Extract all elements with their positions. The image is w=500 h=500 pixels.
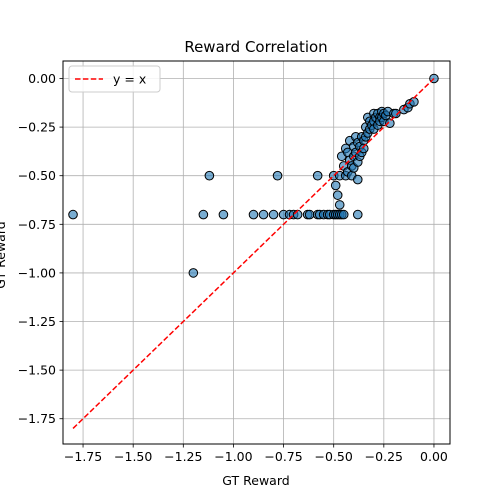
y-tick-label: −1.25: [18, 314, 56, 329]
x-axis-title: GT Reward: [222, 473, 289, 488]
y-tick-label: −0.50: [18, 168, 56, 183]
y-tick-label: 0.00: [28, 71, 56, 86]
y-tick-label: −1.75: [18, 411, 56, 426]
y-tick-label: −1.50: [18, 363, 56, 378]
y-axis-ticks: 0.00 −0.25 −0.50 −0.75 −1.00 −1.25 −1.50 −1.75: [18, 71, 63, 426]
x-tick-label: −0.50: [315, 449, 353, 464]
y-tick-label: −0.25: [18, 120, 56, 135]
scatter-point: [68, 209, 78, 220]
x-tick-label: −1.75: [64, 449, 102, 464]
scatter-point: [391, 108, 401, 119]
scatter-point: [198, 209, 209, 220]
x-tick-label: −1.25: [164, 449, 202, 464]
legend: y = x: [68, 65, 161, 93]
scatter-point: [338, 209, 349, 220]
scatter-point: [304, 209, 315, 220]
scatter-point: [258, 209, 269, 220]
y-tick-label: −0.75: [18, 217, 56, 232]
scatter-point: [330, 180, 341, 191]
grid: [63, 61, 450, 444]
scatter-point: [248, 209, 259, 220]
x-tick-label: 0.00: [420, 449, 448, 464]
scatter-point: [268, 209, 279, 220]
x-tick-label: −0.25: [365, 449, 403, 464]
x-tick-label: −1.00: [214, 449, 252, 464]
y-tick-label: −1.00: [18, 265, 56, 280]
chart-title: Reward Correlation: [184, 38, 327, 56]
scatter-point: [332, 190, 343, 200]
scatter-point: [358, 143, 369, 154]
x-tick-label: −0.75: [264, 449, 302, 464]
scatter-point: [352, 174, 363, 185]
scatter-point: [312, 170, 323, 181]
scatter-point: [218, 209, 229, 220]
legend-box: [68, 65, 161, 93]
reference-line-path: [72, 77, 435, 429]
scatter-point: [385, 118, 395, 129]
scatter-point: [188, 268, 199, 278]
x-tick-label: −1.50: [114, 449, 152, 464]
scatter-point: [334, 200, 345, 210]
plot-frame: [62, 60, 451, 445]
scatter-point: [352, 209, 363, 220]
x-axis-ticks: −1.75 −1.50 −1.25 −1.00 −0.75 −0.50 −0.25 0.00: [64, 444, 448, 464]
reference-line: [72, 77, 435, 429]
scatter-point: [272, 170, 283, 181]
legend-label-reference-line: y = x: [113, 72, 146, 87]
scatter-point: [204, 170, 215, 181]
y-axis-title: GT Reward: [0, 221, 8, 288]
